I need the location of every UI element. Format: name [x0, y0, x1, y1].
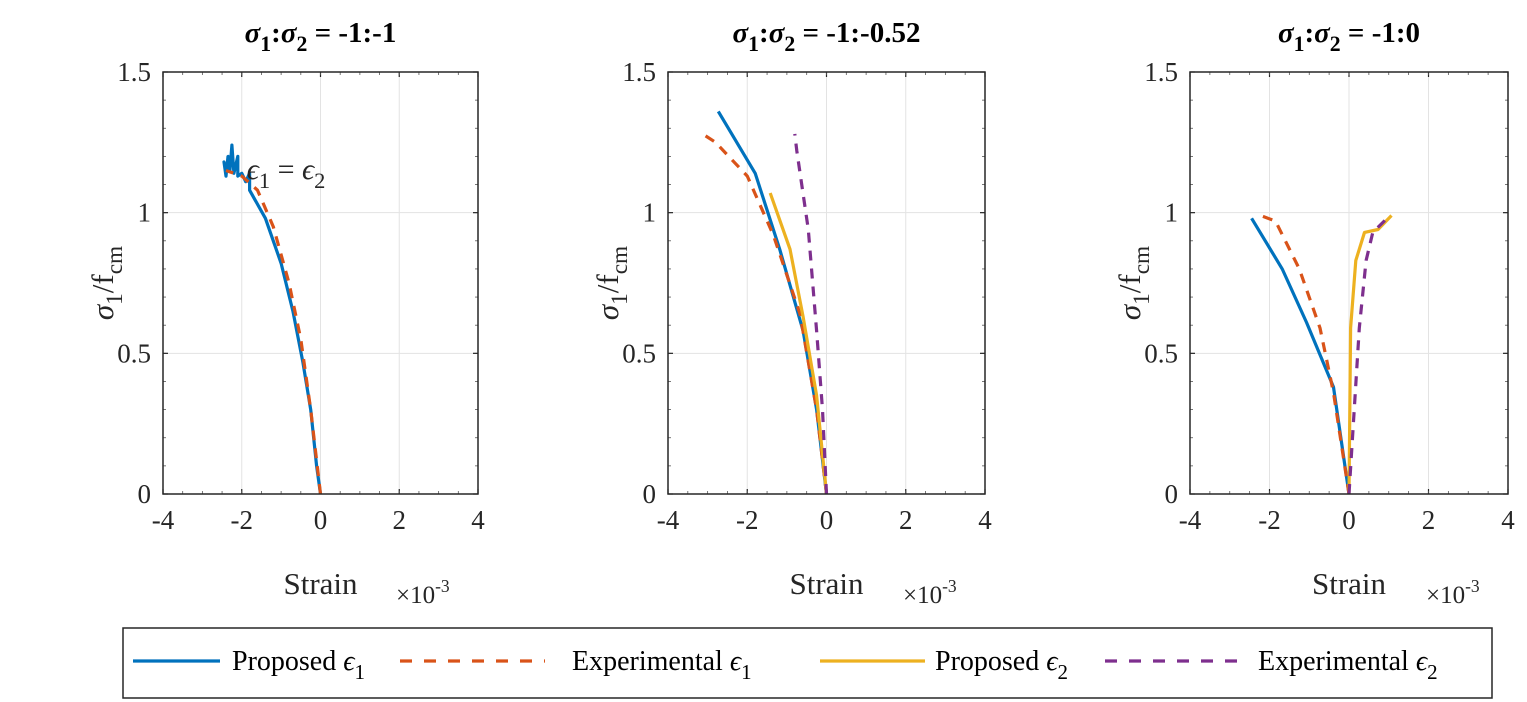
y-tick-label: 0 [643, 479, 657, 509]
y-tick-label: 0.5 [622, 338, 656, 368]
x-tick-label: -4 [657, 505, 680, 535]
y-axis-label: σ1/fcm [590, 246, 633, 320]
y-tick-label: 1 [138, 198, 152, 228]
y-tick-label: 0.5 [117, 338, 151, 368]
legend-label-3: Proposed ϵ2 [935, 646, 1068, 684]
legend: Proposed ϵ1 Experimental ϵ1 Proposed ϵ2 Exp… [122, 627, 1493, 699]
x-tick-label: -2 [231, 505, 254, 535]
x-tick-label: -4 [1179, 505, 1202, 535]
y-tick-label: 0.5 [1144, 338, 1178, 368]
legend-label-2: Experimental ϵ1 [572, 646, 752, 684]
subplot-title: σ1:σ2 = -1:0 [1278, 17, 1420, 56]
axes-box [162, 71, 479, 495]
y-tick-label: 0 [1165, 479, 1179, 509]
series-line-proposed-2 [768, 192, 829, 495]
subplot-1: -4 -2 0 2 4 0 0.5 1 1.5 σ1:σ2 = -1:-1 Strain ×10-3 σ… [85, 17, 485, 609]
y-tick-label: 1.5 [622, 57, 656, 87]
subplot-2: -4 -2 0 2 4 0 0.5 1 1.5 σ1:σ2 = -1:-0.52 Strain ×10… [590, 17, 992, 609]
x-tick-label: 2 [899, 505, 913, 535]
x-tick-label: 0 [314, 505, 328, 535]
legend-label-1: Proposed ϵ1 [232, 646, 365, 684]
x-axis-label: Strain [283, 566, 358, 601]
x-tick-label: 0 [1342, 505, 1356, 535]
series-line-experimental-1 [1259, 213, 1351, 495]
axes-box [667, 71, 986, 495]
y-axis-label: σ1/fcm [1112, 246, 1155, 320]
subplot-3: -4 -2 0 2 4 0 0.5 1 1.5 σ1:σ2 = -1:0 Strain ×10-3 σ1… [1112, 17, 1515, 609]
x-axis-label: Strain [789, 566, 864, 601]
subplot-title: σ1:σ2 = -1:-0.52 [733, 17, 921, 56]
x-axis-label: Strain [1312, 566, 1387, 601]
series-line-experimental-1 [225, 168, 323, 495]
legend-box [122, 627, 1493, 699]
y-axis-label: σ1/fcm [85, 246, 128, 320]
x-tick-label: 4 [978, 505, 992, 535]
x-axis-scale-label: ×10-3 [396, 576, 450, 609]
x-tick-label: 2 [393, 505, 407, 535]
subplot-title: σ1:σ2 = -1:-1 [245, 17, 397, 56]
x-tick-label: -2 [736, 505, 759, 535]
series-line-experimental-2 [793, 133, 829, 495]
x-tick-label: -2 [1258, 505, 1281, 535]
y-tick-label: 1 [1165, 198, 1179, 228]
x-tick-label: 0 [820, 505, 834, 535]
y-tick-label: 1.5 [1144, 57, 1178, 87]
legend-label-4: Experimental ϵ2 [1258, 646, 1438, 684]
axes-box [1189, 71, 1509, 495]
y-tick-label: 1.5 [117, 57, 151, 87]
annotation-label: ϵ1 = ϵ2 [247, 153, 326, 193]
x-tick-label: 4 [1501, 505, 1515, 535]
y-tick-label: 0 [138, 479, 152, 509]
x-axis-scale-label: ×10-3 [1426, 576, 1480, 609]
x-tick-label: 2 [1422, 505, 1436, 535]
series-line-experimental-2 [1347, 214, 1392, 495]
x-tick-label: -4 [152, 505, 175, 535]
x-tick-label: 4 [471, 505, 485, 535]
x-axis-scale-label: ×10-3 [903, 576, 957, 609]
y-tick-label: 1 [643, 198, 657, 228]
